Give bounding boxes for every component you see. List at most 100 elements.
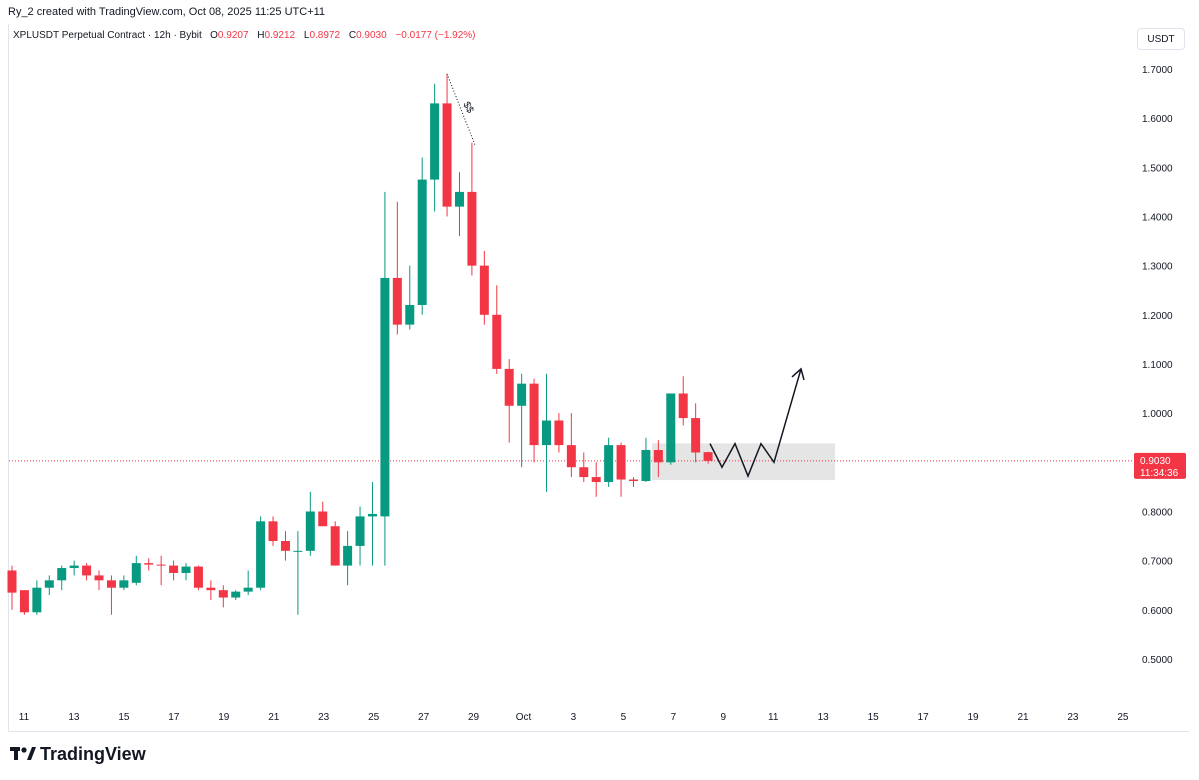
candle-body: [616, 445, 626, 480]
symbol-legend: XPLUSDT Perpetual Contract · 12h · Bybit…: [13, 30, 476, 41]
candle-body: [94, 575, 104, 581]
candle-body: [218, 590, 228, 598]
x-tick-label: 13: [818, 712, 830, 723]
candle-body: [293, 550, 303, 552]
candle-body: [579, 467, 589, 478]
candle-body: [280, 540, 290, 551]
candle: [417, 157, 427, 315]
candle: [616, 442, 626, 497]
projection-arrowhead: [791, 367, 805, 381]
open-value: 0.9207: [217, 30, 249, 41]
candle: [193, 565, 203, 591]
y-tick-label: 0.5000: [1142, 655, 1173, 666]
change-value: −0.0177 (−1.92%): [395, 30, 476, 41]
candle: [119, 575, 129, 591]
candle: [430, 83, 440, 212]
candle-body: [604, 445, 614, 482]
x-tick-label: 21: [1017, 712, 1029, 723]
candle: [541, 373, 551, 492]
support-zone: [652, 443, 835, 481]
candle-body: [591, 477, 601, 482]
candle-body: [554, 420, 564, 446]
candle-body: [454, 191, 464, 207]
x-tick-label: 29: [468, 712, 480, 723]
candle: [591, 462, 601, 497]
x-tick-label: 9: [721, 712, 727, 723]
candle: [256, 516, 266, 591]
annotation-label: $$: [460, 100, 475, 116]
candle: [156, 555, 166, 586]
x-tick-label: 3: [571, 712, 577, 723]
candle-body: [467, 191, 477, 266]
candle: [380, 191, 390, 566]
x-tick-label: 25: [368, 712, 380, 723]
candle-body: [256, 521, 266, 588]
x-tick-label: 19: [218, 712, 230, 723]
candle: [492, 285, 502, 374]
candle: [678, 376, 688, 426]
candle-body: [703, 452, 713, 461]
candle: [231, 590, 241, 600]
currency-button[interactable]: USDT: [1137, 28, 1185, 50]
candle-body: [231, 591, 241, 598]
candle-body: [7, 570, 17, 593]
x-tick-label: 27: [418, 712, 430, 723]
candle-body: [678, 393, 688, 419]
y-tick-label: 1.0000: [1142, 409, 1173, 420]
x-tick-label: 23: [1067, 712, 1079, 723]
candle-body: [32, 587, 42, 613]
candle-body: [268, 521, 278, 541]
countdown-label: 11:34:36: [1140, 468, 1179, 479]
y-tick-label: 0.7000: [1142, 557, 1173, 568]
high-label: H: [257, 30, 265, 41]
candle-body: [479, 265, 489, 315]
candle-body: [305, 511, 315, 551]
candle-body: [169, 565, 179, 573]
candle-body: [82, 565, 92, 576]
y-axis: 1.7000 1.6000 1.5000 1.4000 1.3000 1.2000 1.10…: [1142, 65, 1173, 666]
low-label: L: [303, 30, 310, 41]
candle: [691, 403, 701, 463]
chart-frame: [8, 24, 1189, 732]
candle: [131, 555, 141, 586]
close-value: 0.9030: [356, 30, 387, 41]
candle-body: [541, 420, 551, 446]
x-tick-label: 11: [19, 712, 30, 723]
candle-body: [206, 587, 216, 591]
candle: [218, 585, 228, 608]
candle: [454, 172, 464, 237]
candle: [144, 558, 154, 571]
candle-body: [131, 563, 141, 583]
x-tick-label: 15: [868, 712, 880, 723]
candle-body: [193, 566, 203, 588]
candle: [293, 531, 303, 615]
candle-body: [504, 368, 514, 406]
tradingview-logo-icon: [10, 747, 36, 760]
projection-path: [709, 368, 802, 479]
candle: [579, 452, 589, 482]
candle-body: [392, 277, 402, 325]
y-tick-label: 1.3000: [1142, 262, 1173, 273]
candle-body: [106, 580, 116, 588]
annotation-line: [446, 73, 476, 146]
candle: [666, 393, 676, 465]
candle: [517, 373, 527, 468]
y-tick-label: 1.7000: [1142, 65, 1173, 76]
candle-body: [653, 450, 663, 463]
x-tick-label: 17: [918, 712, 930, 723]
x-tick-label: 17: [168, 712, 180, 723]
candle: [305, 491, 315, 556]
candle: [479, 250, 489, 325]
candle-body: [181, 566, 191, 573]
candle-body: [641, 450, 651, 482]
chart-credit: Ry_2 created with TradingView.com, Oct 0…: [8, 6, 326, 18]
candle-body: [156, 564, 166, 566]
tradingview-logo[interactable]: TradingView: [10, 744, 146, 764]
candle: [641, 437, 651, 482]
candle-body: [119, 580, 129, 588]
candle-body: [355, 516, 365, 546]
candle: [82, 563, 92, 581]
candle: [566, 413, 576, 478]
candle: [94, 570, 104, 591]
